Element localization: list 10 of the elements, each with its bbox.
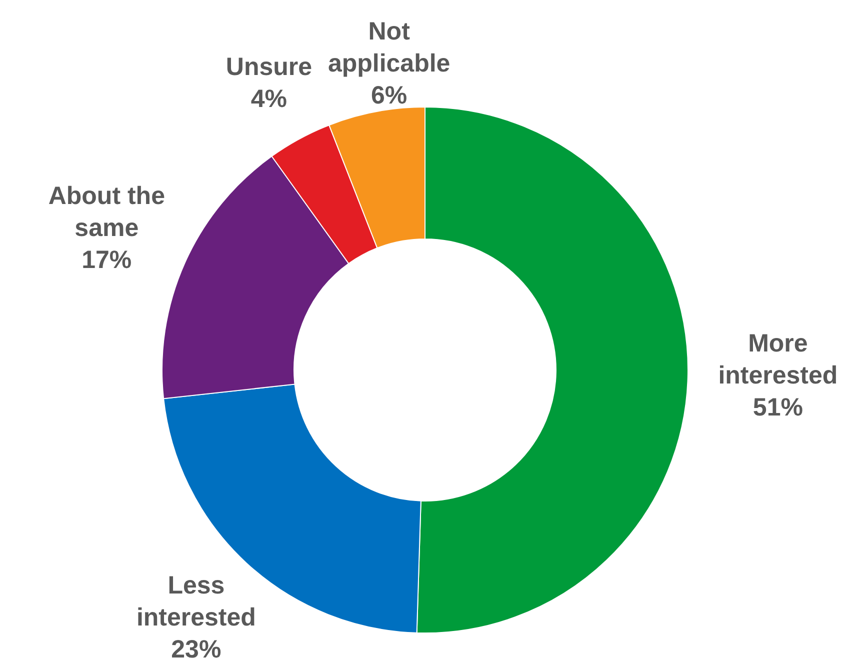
slice-label: Not applicable xyxy=(328,17,450,78)
data-label: 17% xyxy=(82,246,132,274)
data-label: 23% xyxy=(171,635,222,663)
data-label: 6% xyxy=(370,81,408,110)
data-label: 4% xyxy=(250,84,288,113)
slice-label: More interested xyxy=(718,329,838,390)
data-label: 51% xyxy=(752,393,803,422)
slice-label: Unsure xyxy=(226,52,312,81)
slice-label: Less interested xyxy=(136,571,256,632)
slice-label: About the same xyxy=(48,182,166,242)
